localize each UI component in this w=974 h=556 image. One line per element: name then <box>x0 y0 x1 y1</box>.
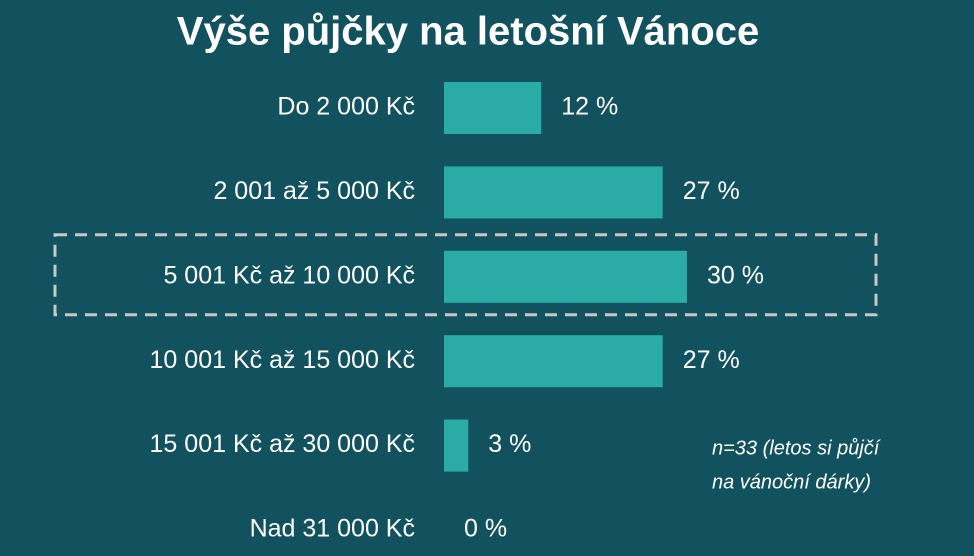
category-label: 2 001 až 5 000 Kč <box>213 177 415 205</box>
bar <box>444 166 663 219</box>
value-label: 3 % <box>488 430 531 458</box>
annotation: na vánoční dárky) <box>712 471 871 493</box>
category-label: 10 001 Kč až 15 000 Kč <box>150 346 415 374</box>
highlight-box <box>53 233 878 317</box>
value-label: 30 % <box>707 261 764 289</box>
category-label: 5 001 Kč až 10 000 Kč <box>163 261 415 289</box>
chart-title: Výše půjčky na letošní Vánoce <box>177 10 759 54</box>
annotation: n=33 (letos si půjčí <box>712 437 882 459</box>
value-label: 27 % <box>683 346 740 374</box>
value-label: 27 % <box>683 177 740 205</box>
category-label: Do 2 000 Kč <box>277 93 415 121</box>
bar <box>444 419 469 472</box>
value-label: 0 % <box>464 515 507 543</box>
bar <box>444 250 687 303</box>
category-label: Nad 31 000 Kč <box>250 515 415 543</box>
category-label: 15 001 Kč až 30 000 Kč <box>150 430 415 458</box>
bar <box>444 335 663 388</box>
bar <box>444 82 542 134</box>
value-label: 12 % <box>561 93 618 121</box>
